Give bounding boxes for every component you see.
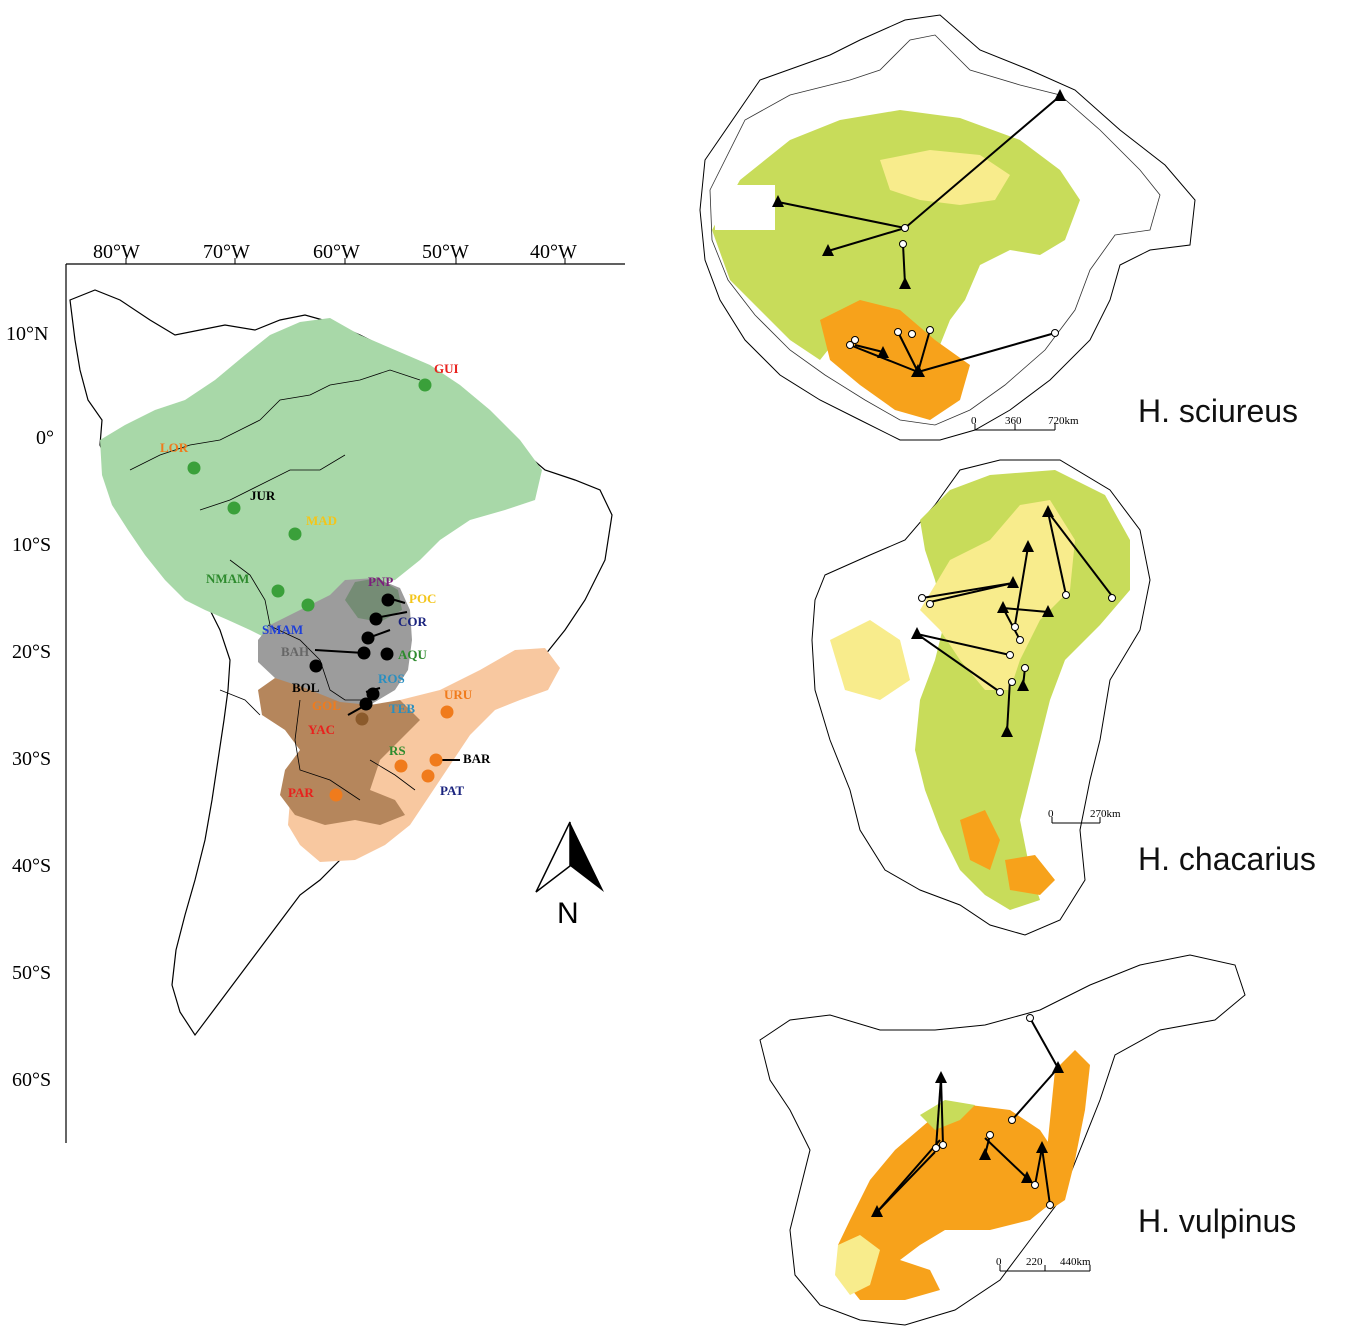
panel-chacarius-title: H. chacarius [1138, 841, 1316, 877]
lat-label-10s: 10°S [12, 534, 51, 556]
country-borders [129, 369, 421, 801]
site-dot-teb [355, 712, 369, 726]
site-label-smam: SMAM [262, 622, 303, 637]
panel-vulpinus-scale-0: 0 [996, 1256, 1002, 1268]
lat-label-60s: 60°S [12, 1069, 51, 1091]
lon-label-70w: 70°W [203, 241, 250, 263]
site-dot-bol [309, 659, 323, 673]
site-label-mad: MAD [306, 513, 337, 528]
site-dot-cor [361, 631, 375, 645]
lat-label-10n: 10°N [6, 323, 48, 345]
panel-sciureus-scale-max: 720km [1048, 415, 1079, 427]
main-map: 80°W 70°W 60°W 50°W 40°W 10°N 0° 10°S 20… [6, 241, 625, 1143]
lon-label-40w: 40°W [530, 241, 577, 263]
site-label-uru: URU [444, 687, 473, 702]
site-label-poc: POC [409, 591, 436, 606]
site-dot-aqu [380, 647, 394, 661]
site-label-rs: RS [389, 743, 406, 758]
site-dot-rs [394, 759, 408, 773]
panel-sciureus-circles [846, 224, 1059, 349]
site-dot-nmam-2 [301, 598, 315, 612]
region-green [100, 318, 542, 640]
site-label-bar: BAR [463, 751, 491, 766]
panel-vulpinus-links [876, 1017, 1059, 1213]
north-label: N [557, 897, 579, 930]
site-label-teb: TEB [389, 701, 415, 716]
panel-vulpinus-scale-mid: 220 [1026, 1256, 1043, 1268]
site-label-aqu: AQU [398, 647, 428, 662]
site-label-nmam: NMAM [206, 571, 249, 586]
site-label-gol: GOL [312, 698, 341, 713]
north-arrow-icon: N [535, 821, 604, 930]
site-dot-ros [366, 687, 380, 701]
site-dot-gol [359, 697, 373, 711]
panel-sciureus-suitability-high [820, 300, 970, 420]
panel-chacarius-suitability-mid-2 [830, 620, 910, 700]
panel-sciureus-gap [715, 185, 775, 230]
site-dot-par [329, 788, 343, 802]
panel-chacarius-scale-0: 0 [1048, 808, 1054, 820]
panel-vulpinus-suitability-high [838, 1105, 1060, 1300]
site-label-bol: BOL [292, 680, 320, 695]
site-label-jur: JUR [250, 488, 276, 503]
site-label-bah: BAH [281, 644, 309, 659]
panel-vulpinus-suitability-mid [835, 1235, 880, 1295]
site-dots [187, 378, 454, 802]
lon-label-60w: 60°W [313, 241, 360, 263]
panel-vulpinus-suitability-low [920, 1100, 975, 1130]
panel-sciureus-scale-0: 0 [971, 415, 977, 427]
site-dot-gui [418, 378, 432, 392]
lon-label-50w: 50°W [422, 241, 469, 263]
panel-chacarius-links [916, 511, 1113, 733]
panel-sciureus-suitability-mid [880, 150, 1010, 205]
panel-sciureus-scalebar: 0 360 720km [971, 415, 1079, 431]
panel-chacarius-circles [918, 591, 1116, 696]
panel-sciureus-title: H. sciureus [1138, 393, 1298, 429]
panel-vulpinus-triangles [871, 1061, 1064, 1217]
panel-vulpinus-scale-max: 440km [1060, 1256, 1091, 1268]
panel-chacarius-triangles [911, 505, 1054, 737]
panel-chacarius-suitability-high [960, 810, 1000, 870]
site-label-pnp: PNP [368, 574, 393, 589]
region-grey-dark [345, 578, 402, 622]
site-label-ros: ROS [378, 671, 405, 686]
site-label-par: PAR [288, 785, 314, 800]
site-dot-pat [421, 769, 435, 783]
panel-sciureus: 0 360 720km H. sciureus [699, 14, 1298, 441]
site-label-yac: YAC [308, 722, 335, 737]
lat-label-30s: 30°S [12, 748, 51, 770]
panel-chacarius-scalebar: 0 270km [1048, 808, 1121, 824]
panel-sciureus-triangles [772, 89, 1066, 377]
lat-label-20s: 20°S [12, 641, 51, 663]
panel-chacarius-suitability-high-2 [1005, 855, 1055, 895]
lon-label-80w: 80°W [93, 241, 140, 263]
site-label-pat: PAT [440, 783, 464, 798]
lat-label-50s: 50°S [12, 962, 51, 984]
panel-vulpinus-suitability-high-2 [1045, 1050, 1090, 1210]
panel-vulpinus-title: H. vulpinus [1138, 1203, 1296, 1239]
site-labels: GUI LOR JUR MAD NMAM PNP POC COR SMAM BA… [160, 361, 491, 800]
site-dot-mad [288, 527, 302, 541]
panel-vulpinus: 0 220 440km H. vulpinus [759, 954, 1296, 1326]
panel-sciureus-links [777, 95, 1061, 373]
panel-chacarius: 0 270km H. chacarius [811, 459, 1316, 936]
panel-vulpinus-scalebar: 0 220 440km [996, 1256, 1091, 1272]
site-label-lor: LOR [160, 440, 189, 455]
site-dot-poc [369, 612, 383, 626]
site-dot-bah [357, 646, 371, 660]
site-label-gui: GUI [434, 361, 459, 376]
site-dot-pnp [381, 593, 395, 607]
site-dot-nmam-1 [271, 584, 285, 598]
lat-label-40s: 40°S [12, 855, 51, 877]
site-dot-jur [227, 501, 241, 515]
site-label-cor: COR [398, 614, 428, 629]
site-dot-lor [187, 461, 201, 475]
panel-sciureus-scale-mid: 360 [1005, 415, 1022, 427]
site-dot-uru [440, 705, 454, 719]
panel-chacarius-scale-max: 270km [1090, 808, 1121, 820]
panel-vulpinus-circles [932, 1014, 1054, 1209]
lat-label-0: 0° [36, 427, 54, 449]
site-dot-bar [429, 753, 443, 767]
